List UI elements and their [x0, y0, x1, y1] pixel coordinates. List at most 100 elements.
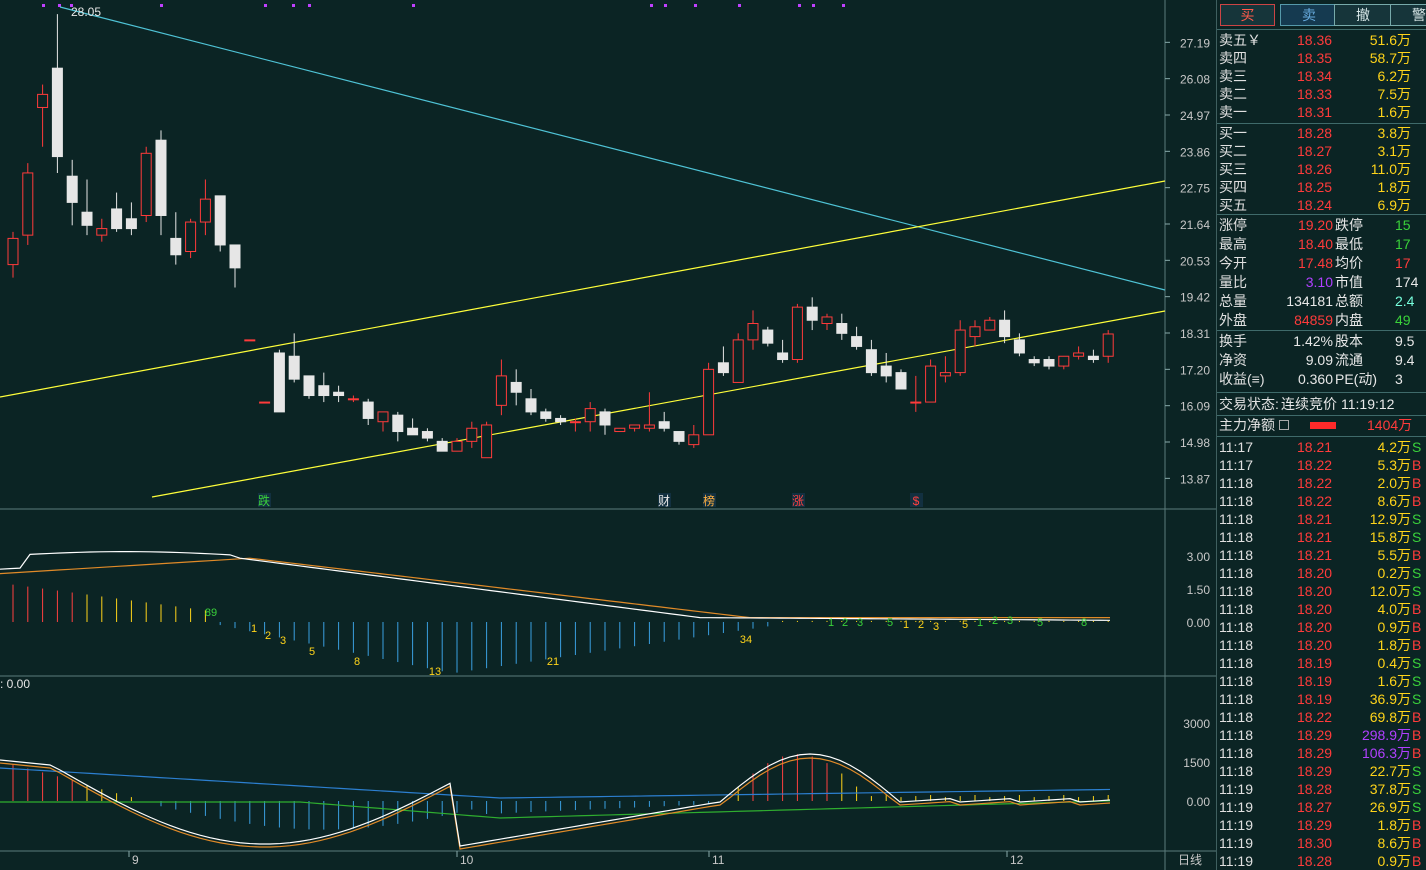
tick-row[interactable]: 11:18 18.29 106.3万 B [1217, 744, 1426, 763]
tick-row[interactable]: 11:19 18.30 8.6万 B [1217, 834, 1426, 853]
candle-body[interactable] [96, 228, 108, 236]
bid-row[interactable]: 买二 18.27 3.1万 [1217, 142, 1426, 161]
candle-body[interactable] [229, 244, 241, 269]
tick-row[interactable]: 11:18 18.20 1.8万 B [1217, 636, 1426, 655]
tick-row[interactable]: 11:18 18.21 5.5万 B [1217, 546, 1426, 565]
bid-row[interactable]: 买三 18.26 11.0万 [1217, 160, 1426, 179]
buy-button[interactable]: 买 [1220, 4, 1275, 26]
candle-body[interactable] [1028, 359, 1040, 364]
candle-body[interactable] [688, 434, 700, 446]
tick-row[interactable]: 11:19 18.29 1.8万 B [1217, 816, 1426, 835]
candle-body[interactable] [407, 427, 419, 436]
candle-body[interactable] [288, 355, 300, 380]
candle-body[interactable] [362, 401, 374, 419]
bid-row[interactable]: 买一 18.28 3.8万 [1217, 124, 1426, 143]
candle-body[interactable] [747, 323, 759, 341]
candle-body[interactable] [170, 237, 182, 256]
candle-body[interactable] [732, 339, 744, 383]
candle-body[interactable] [466, 427, 478, 442]
candle-body[interactable] [865, 349, 877, 374]
candle-body[interactable] [614, 427, 626, 433]
candle-body[interactable] [999, 319, 1011, 338]
tick-row[interactable]: 11:17 18.21 4.2万 S [1217, 438, 1426, 457]
candle-body[interactable] [214, 195, 226, 246]
candle-body[interactable] [791, 306, 803, 361]
candle-body[interactable] [37, 93, 49, 108]
tick-row[interactable]: 11:18 18.20 12.0万 S [1217, 582, 1426, 601]
candle-body[interactable] [821, 316, 833, 325]
candle-body[interactable] [140, 152, 152, 216]
candle-body[interactable] [836, 323, 848, 334]
tick-row[interactable]: 11:18 18.21 12.9万 S [1217, 510, 1426, 529]
candle-body[interactable] [259, 401, 271, 404]
main-force-row[interactable]: 主力净额 1404万 [1217, 416, 1426, 435]
candle-body[interactable] [7, 237, 19, 266]
candle-body[interactable] [569, 421, 581, 424]
candle-body[interactable] [584, 408, 596, 423]
tick-row[interactable]: 11:18 18.22 2.0万 B [1217, 474, 1426, 493]
candle-body[interactable] [495, 375, 507, 406]
candle-body[interactable] [895, 372, 907, 390]
candle-body[interactable] [155, 139, 167, 216]
candle-body[interactable] [673, 431, 685, 442]
candle-body[interactable] [880, 365, 892, 377]
tick-row[interactable]: 11:18 18.19 0.4万 S [1217, 654, 1426, 673]
tick-row[interactable]: 11:18 18.19 1.6万 S [1217, 672, 1426, 691]
bid-row[interactable]: 买五 18.24 6.9万 [1217, 196, 1426, 215]
candle-body[interactable] [703, 368, 715, 436]
bid-row[interactable]: 买四 18.25 1.8万 [1217, 178, 1426, 197]
candle-body[interactable] [66, 175, 78, 203]
candle-body[interactable] [599, 411, 611, 426]
candle-body[interactable] [1087, 355, 1099, 361]
list-icon[interactable] [1279, 420, 1289, 430]
tick-row[interactable]: 11:18 18.19 36.9万 S [1217, 690, 1426, 709]
candle-body[interactable] [51, 67, 63, 158]
ask-row[interactable]: 卖二 18.33 7.5万 [1217, 85, 1426, 104]
candle-body[interactable] [125, 218, 137, 230]
kline-chart[interactable]: 27.19 26.08 24.97 23.86 22.75 21.64 20.53 19.42… [0, 0, 1216, 870]
tick-row[interactable]: 11:18 18.22 8.6万 B [1217, 492, 1426, 511]
candle-body[interactable] [1043, 359, 1055, 367]
candle-body[interactable] [436, 440, 448, 452]
candle-body[interactable] [910, 401, 922, 404]
tick-row[interactable]: 11:18 18.29 22.7万 S [1217, 762, 1426, 781]
candle-body[interactable] [22, 172, 34, 236]
candle-body[interactable] [1058, 355, 1070, 367]
candle-body[interactable] [1013, 339, 1025, 354]
candle-body[interactable] [851, 336, 863, 347]
candle-body[interactable] [199, 198, 211, 223]
alert-button[interactable]: 警 [1390, 4, 1426, 26]
candle-body[interactable] [540, 411, 552, 419]
tick-row[interactable]: 11:18 18.20 0.2万 S [1217, 564, 1426, 583]
tick-row[interactable]: 11:18 18.20 4.0万 B [1217, 600, 1426, 619]
candle-body[interactable] [421, 431, 433, 439]
ask-row[interactable]: 卖四 18.35 58.7万 [1217, 49, 1426, 68]
candle-body[interactable] [1102, 333, 1114, 357]
candle-body[interactable] [333, 391, 345, 397]
candle-body[interactable] [643, 424, 655, 429]
ask-row[interactable]: 卖三 18.34 6.2万 [1217, 67, 1426, 86]
candle-body[interactable] [510, 381, 522, 393]
candle-body[interactable] [984, 319, 996, 331]
candle-body[interactable] [939, 372, 951, 377]
candle-body[interactable] [347, 398, 359, 401]
sell-button[interactable]: 卖 [1280, 4, 1338, 26]
tick-row[interactable]: 11:18 18.21 15.8万 S [1217, 528, 1426, 547]
candle-body[interactable] [717, 362, 729, 374]
cancel-order-button[interactable]: 撤 [1334, 4, 1392, 26]
candle-body[interactable] [777, 352, 789, 361]
candle-body[interactable] [451, 440, 463, 452]
candle-body[interactable] [806, 306, 818, 321]
candle-body[interactable] [954, 329, 966, 374]
candle-body[interactable] [185, 221, 197, 252]
candle-body[interactable] [244, 339, 256, 342]
tick-row[interactable]: 11:18 18.20 0.9万 B [1217, 618, 1426, 637]
candle-body[interactable] [629, 424, 641, 429]
tick-row[interactable]: 11:17 18.22 5.3万 B [1217, 456, 1426, 475]
tick-row[interactable]: 11:19 18.28 0.9万 B [1217, 852, 1426, 870]
candle-body[interactable] [525, 398, 537, 413]
tick-row[interactable]: 11:18 18.29 298.9万 B [1217, 726, 1426, 745]
ask-row[interactable]: 卖一 18.31 1.6万 [1217, 103, 1426, 122]
candle-body[interactable] [111, 208, 123, 230]
candle-body[interactable] [555, 417, 567, 423]
